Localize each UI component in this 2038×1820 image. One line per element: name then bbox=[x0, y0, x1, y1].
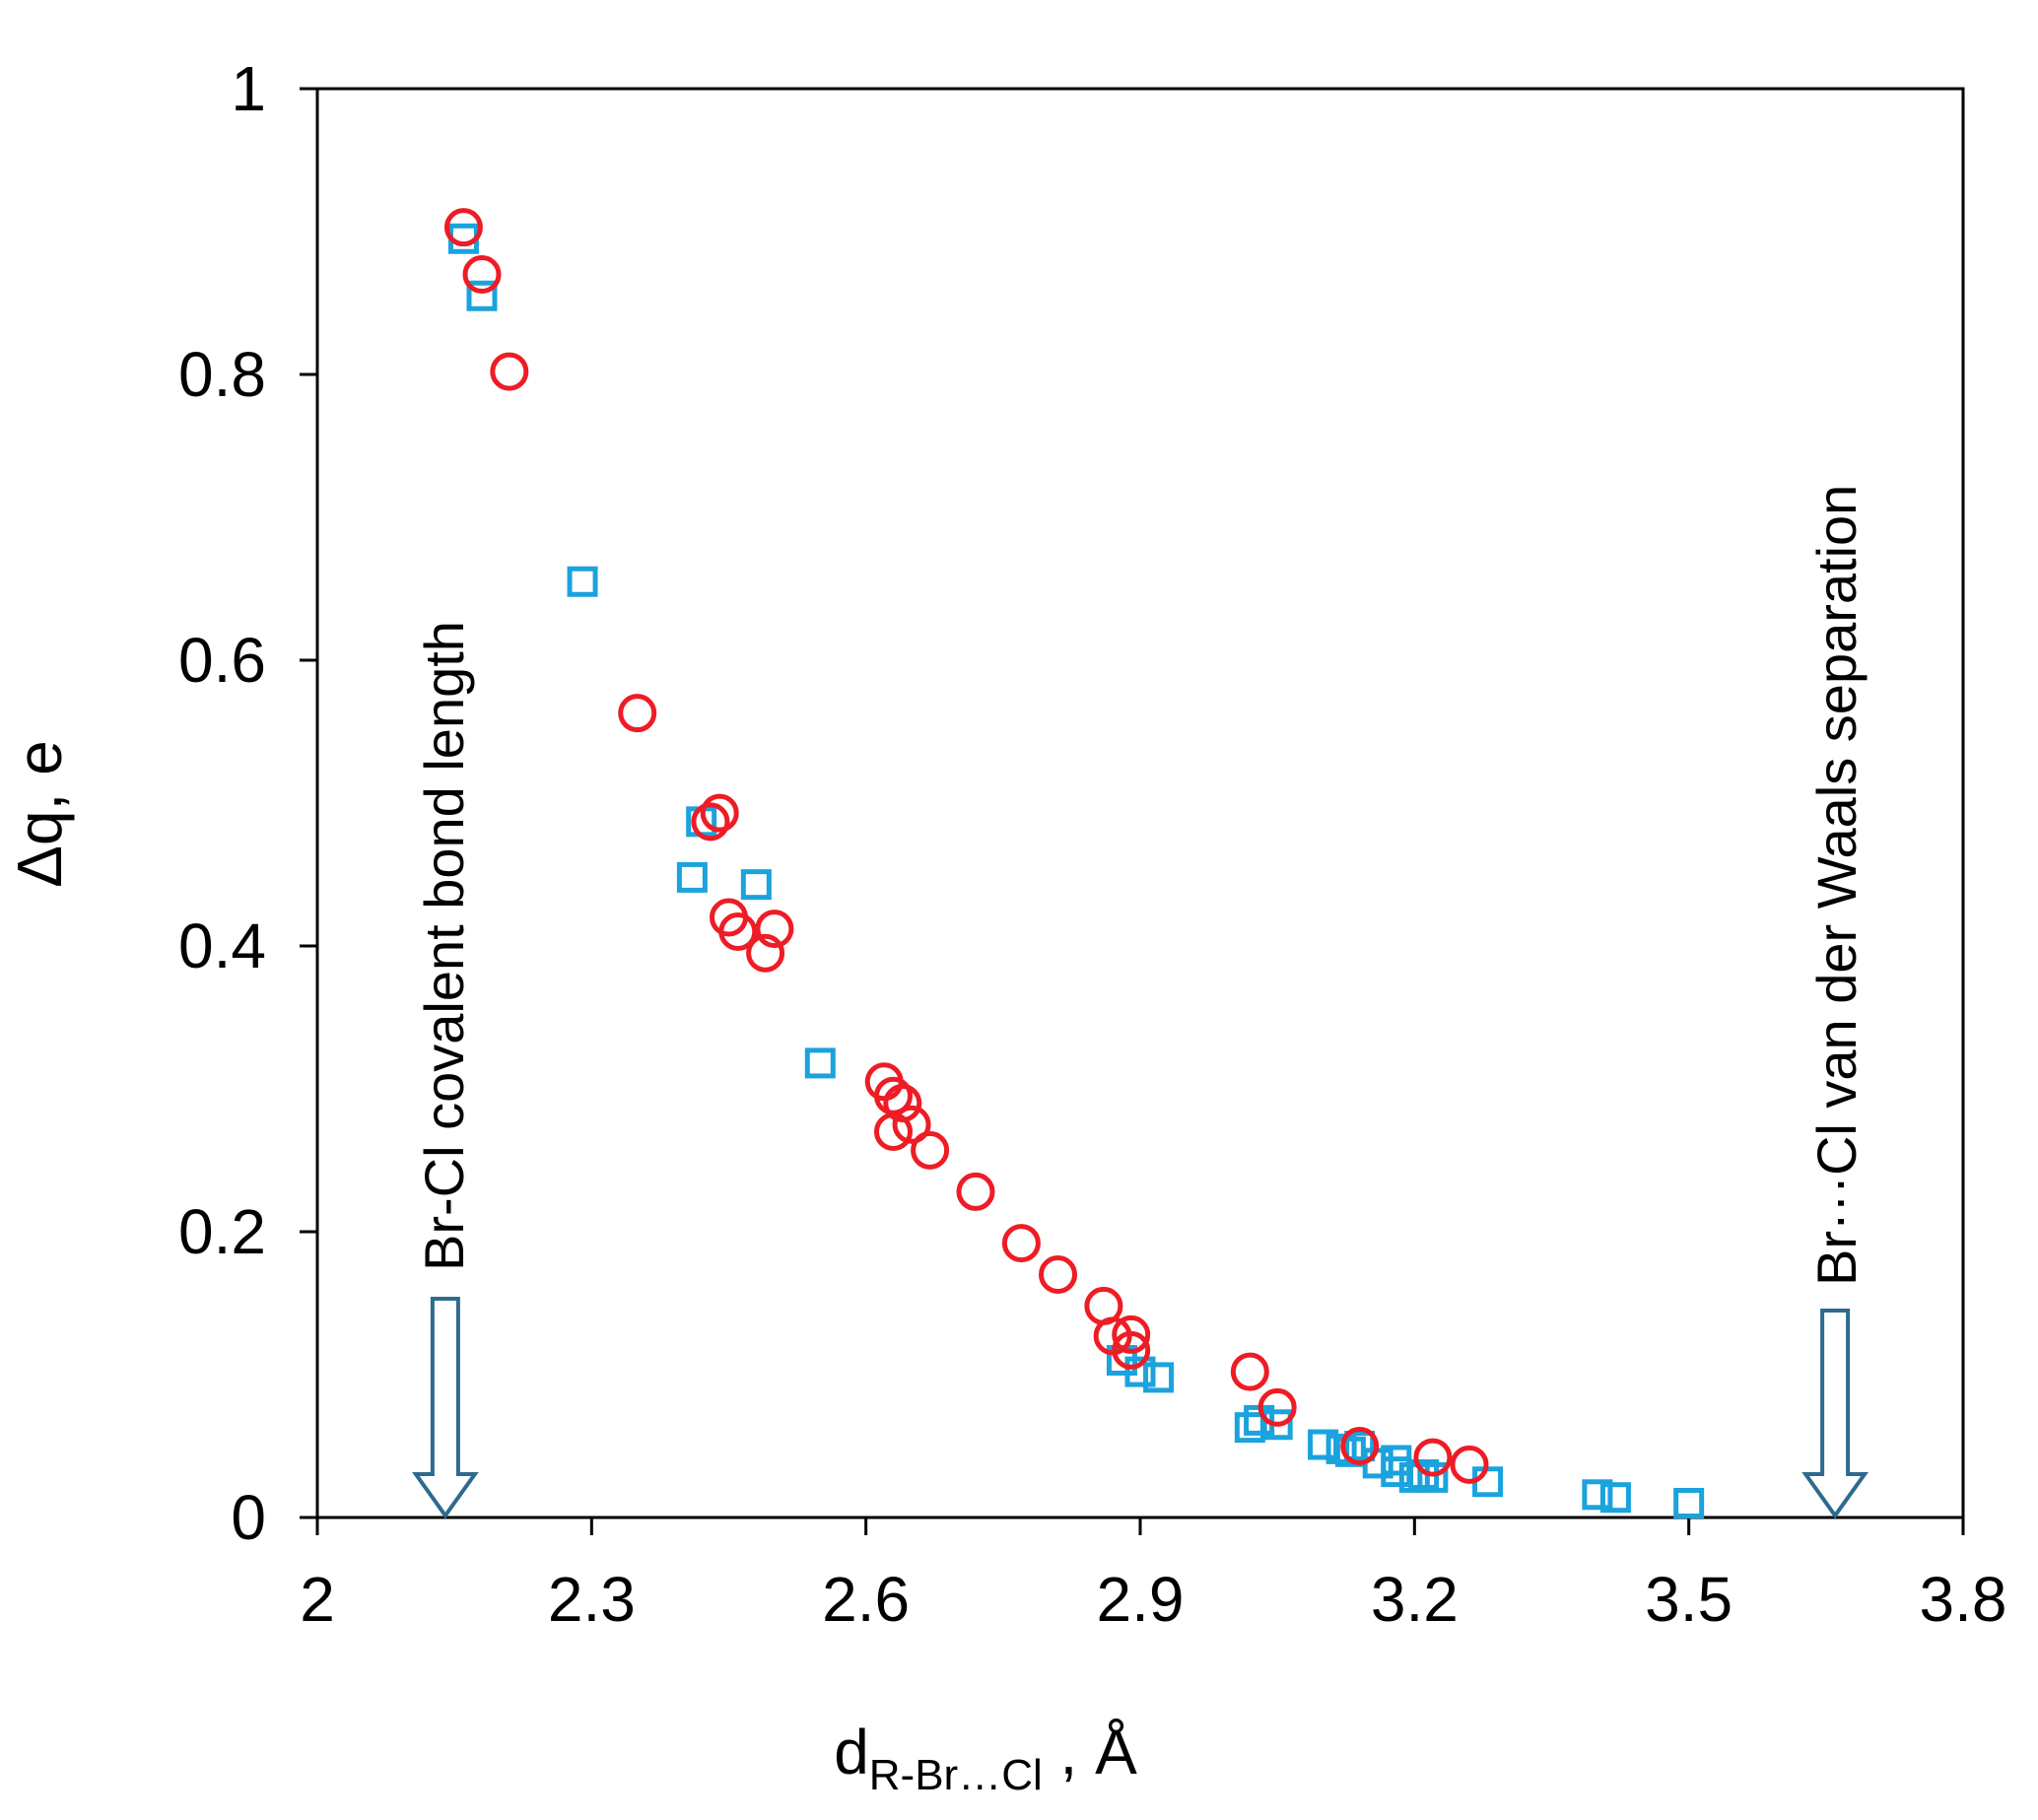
plot-border bbox=[315, 87, 1965, 1519]
circle-point bbox=[443, 208, 483, 247]
x-axis-label-subscript: R-Br…Cl bbox=[869, 1751, 1043, 1799]
circle-point bbox=[746, 933, 785, 973]
square-point bbox=[1472, 1466, 1504, 1498]
x-axis-label: dR-Br…Cl , Å bbox=[834, 1717, 1137, 1799]
x-axis-ticks: 2 2.3 2.6 2.9 3.2 3.5 3.8 bbox=[300, 1517, 2006, 1635]
circle-point bbox=[956, 1172, 995, 1211]
x-tick-label: 3.2 bbox=[1371, 1564, 1459, 1635]
annotation-vdw-separation: Br···Cl van der Waals separation bbox=[1805, 485, 1868, 1286]
square-point bbox=[1261, 1409, 1293, 1441]
circle-point bbox=[755, 910, 794, 949]
square-point bbox=[567, 566, 598, 597]
x-axis-label-suffix: , Å bbox=[1043, 1717, 1137, 1787]
annotation-covalent-bond-length: Br-Cl covalent bond length bbox=[413, 621, 475, 1271]
y-tick-label: 0.2 bbox=[178, 1196, 266, 1267]
square-point bbox=[804, 1047, 836, 1079]
square-point bbox=[1124, 1356, 1156, 1387]
circle-point bbox=[700, 793, 739, 833]
circle-point bbox=[1112, 1314, 1151, 1354]
x-tick-label: 2.6 bbox=[822, 1564, 910, 1635]
square-point bbox=[1143, 1362, 1175, 1393]
circle-point bbox=[718, 912, 758, 951]
square-point bbox=[1325, 1433, 1357, 1464]
square-point bbox=[1673, 1488, 1705, 1518]
circle-point bbox=[1039, 1255, 1077, 1294]
circle-point bbox=[691, 802, 730, 842]
y-tick-label: 0 bbox=[231, 1482, 266, 1553]
circle-point bbox=[911, 1130, 950, 1170]
square-point bbox=[740, 869, 772, 901]
square-point bbox=[1344, 1431, 1376, 1461]
y-tick-label: 0.8 bbox=[178, 339, 266, 410]
x-tick-label: 2.3 bbox=[548, 1564, 636, 1635]
circle-point bbox=[892, 1105, 931, 1144]
y-axis-ticks: 0 0.2 0.4 0.6 0.8 1 bbox=[178, 53, 317, 1553]
y-tick-label: 0.4 bbox=[178, 910, 266, 981]
circle-point bbox=[462, 255, 502, 294]
x-tick-label: 2 bbox=[300, 1564, 335, 1635]
circle-point bbox=[1230, 1352, 1269, 1391]
x-tick-label: 2.9 bbox=[1097, 1564, 1185, 1635]
circle-point bbox=[618, 694, 657, 733]
circle-point bbox=[1257, 1387, 1297, 1427]
x-tick-label: 3.8 bbox=[1920, 1564, 2007, 1635]
x-tick-label: 3.5 bbox=[1645, 1564, 1732, 1635]
square-point bbox=[1234, 1412, 1265, 1444]
y-tick-label: 1 bbox=[231, 53, 266, 124]
square-point bbox=[1582, 1479, 1613, 1511]
down-arrow-icon bbox=[412, 1297, 479, 1519]
circle-point bbox=[1001, 1224, 1041, 1263]
circle-point bbox=[1340, 1427, 1380, 1465]
y-axis-label: Δq, e bbox=[4, 740, 75, 888]
y-tick-label: 0.6 bbox=[178, 625, 266, 696]
circle-point bbox=[1450, 1445, 1489, 1484]
x-axis-label-main: d bbox=[834, 1717, 869, 1787]
square-point bbox=[676, 861, 708, 893]
square-point bbox=[1417, 1461, 1449, 1493]
down-arrow-icon bbox=[1801, 1309, 1868, 1519]
circle-point bbox=[1413, 1438, 1453, 1477]
circle-point bbox=[1112, 1330, 1151, 1370]
square-point bbox=[466, 280, 498, 311]
circle-point bbox=[874, 1112, 913, 1151]
annotations: Br-Cl covalent bond length Br···Cl van de… bbox=[412, 485, 1868, 1519]
data-points bbox=[443, 208, 1705, 1518]
plot-frame bbox=[315, 87, 1965, 1519]
circle-point bbox=[490, 352, 529, 391]
square-point bbox=[1599, 1482, 1631, 1514]
square-point bbox=[1398, 1461, 1430, 1493]
